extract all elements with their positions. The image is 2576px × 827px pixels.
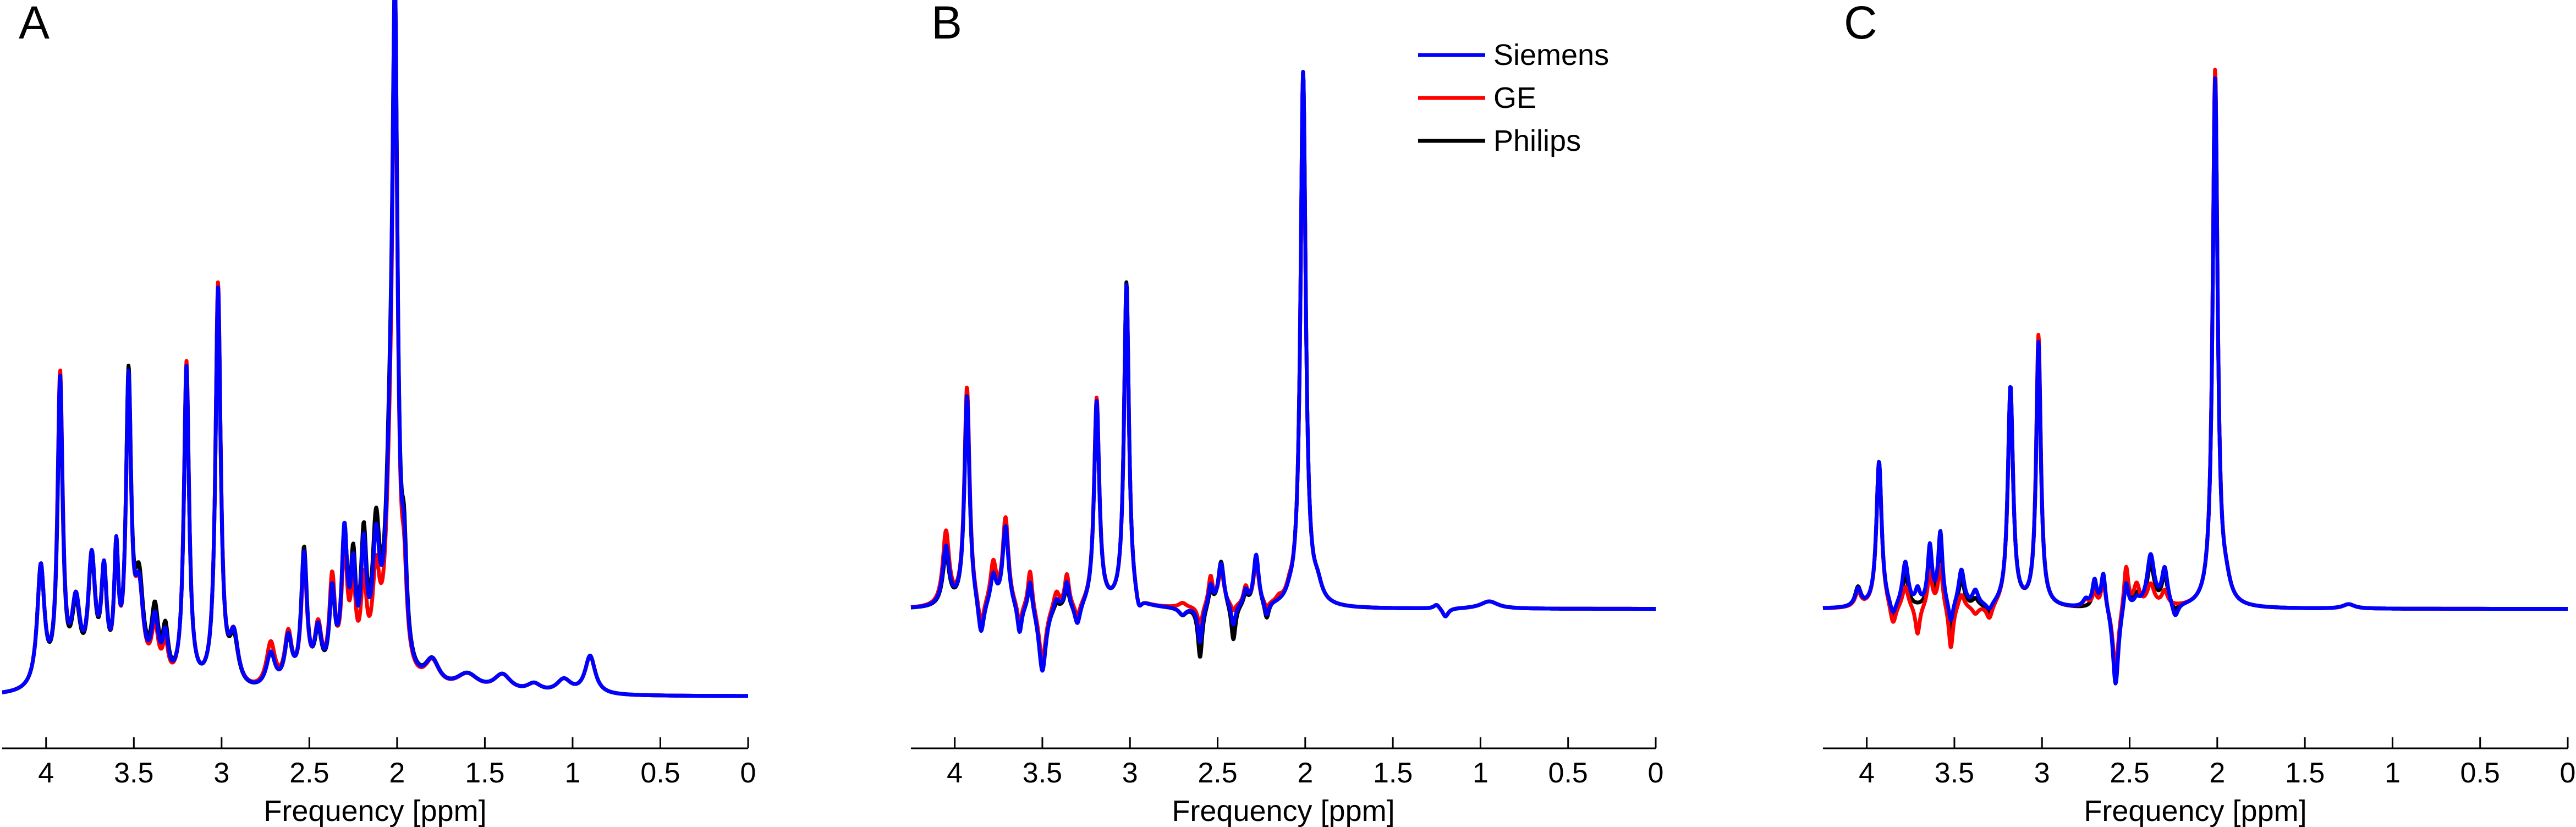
panel-b-x-tick-label: 3 — [1122, 757, 1138, 789]
panel-b-x-tick-label: 0.5 — [1548, 757, 1588, 789]
panel-c-x-tick-label: 4 — [1859, 757, 1875, 789]
panel-b: B 4 3.5 3 2.5 2 1.5 1 0.5 0 Frequency [ppm] Siem… — [909, 0, 1664, 827]
panel-c-x-tick-label: 3.5 — [1935, 757, 1974, 789]
panel-c-x-tick-label: 0 — [2560, 757, 2576, 789]
panel-a-x-tick-label: 1.5 — [465, 757, 504, 789]
panel-c-series-siemens — [1821, 76, 2569, 686]
panel-a-letter: A — [19, 0, 50, 48]
panel-a-series-siemens — [1, 0, 750, 698]
panel-b-series-ge — [909, 74, 1657, 661]
legend: Siemens GE Philips — [1418, 39, 1609, 157]
panel-c-plot-area: 4 3.5 3 2.5 2 1.5 1 0.5 0 — [1821, 68, 2576, 789]
panel-c-x-tick-label: 1 — [2385, 757, 2401, 789]
panel-b-x-tick-label: 0 — [1648, 757, 1664, 789]
panel-c-x-tick-label: 1.5 — [2285, 757, 2325, 789]
panel-b-letter: B — [931, 0, 962, 48]
panel-c-x-tick-label: 2.5 — [2110, 757, 2149, 789]
panel-b-x-axis-title: Frequency [ppm] — [1172, 795, 1394, 827]
panel-c: C 4 3.5 3 2.5 2 1.5 1 0.5 0 Frequency [ppm] — [1821, 0, 2576, 827]
panel-b-x-tick-label: 1 — [1473, 757, 1489, 789]
panel-b-x-tick-label: 2.5 — [1198, 757, 1237, 789]
panel-b-x-tick-label: 2 — [1297, 757, 1313, 789]
panel-a-x-tick-label: 1 — [564, 757, 580, 789]
legend-label-siemens: Siemens — [1493, 39, 1609, 72]
panel-c-x-tick-label: 3 — [2034, 757, 2050, 789]
panel-c-series-philips — [1821, 73, 2569, 678]
panel-a-x-tick-label: 3 — [213, 757, 229, 789]
panel-c-x-tick-label: 0.5 — [2460, 757, 2500, 789]
panel-a-x-tick-label: 0.5 — [640, 757, 680, 789]
legend-label-philips: Philips — [1493, 124, 1581, 157]
panel-b-plot-area: 4 3.5 3 2.5 2 1.5 1 0.5 0 — [909, 69, 1664, 789]
panel-b-x-tick-label: 3.5 — [1023, 757, 1062, 789]
panel-a-plot-area: 4 3.5 3 2.5 2 1.5 1 0.5 0 — [1, 0, 756, 789]
panel-a: A 4 3.5 3 2.5 2 1.5 1 0.5 0 Frequency [ppm] — [1, 0, 756, 827]
panel-b-x-tick-label: 4 — [947, 757, 963, 789]
panel-a-x-tick-label: 2.5 — [289, 757, 329, 789]
panel-a-x-tick-label: 3.5 — [114, 757, 153, 789]
panel-a-x-axis-title: Frequency [ppm] — [263, 795, 486, 827]
panel-b-series-siemens — [909, 69, 1657, 673]
panel-a-x-tick-label: 4 — [38, 757, 54, 789]
panel-c-letter: C — [1844, 0, 1877, 48]
panel-c-x-axis-title: Frequency [ppm] — [2084, 795, 2306, 827]
legend-label-ge: GE — [1493, 81, 1536, 114]
panel-b-x-tick-label: 1.5 — [1373, 757, 1413, 789]
panel-c-x-tick-label: 2 — [2209, 757, 2225, 789]
panel-b-series-philips — [909, 71, 1657, 669]
panel-a-x-tick-label: 0 — [740, 757, 756, 789]
panel-a-x-tick-label: 2 — [389, 757, 405, 789]
